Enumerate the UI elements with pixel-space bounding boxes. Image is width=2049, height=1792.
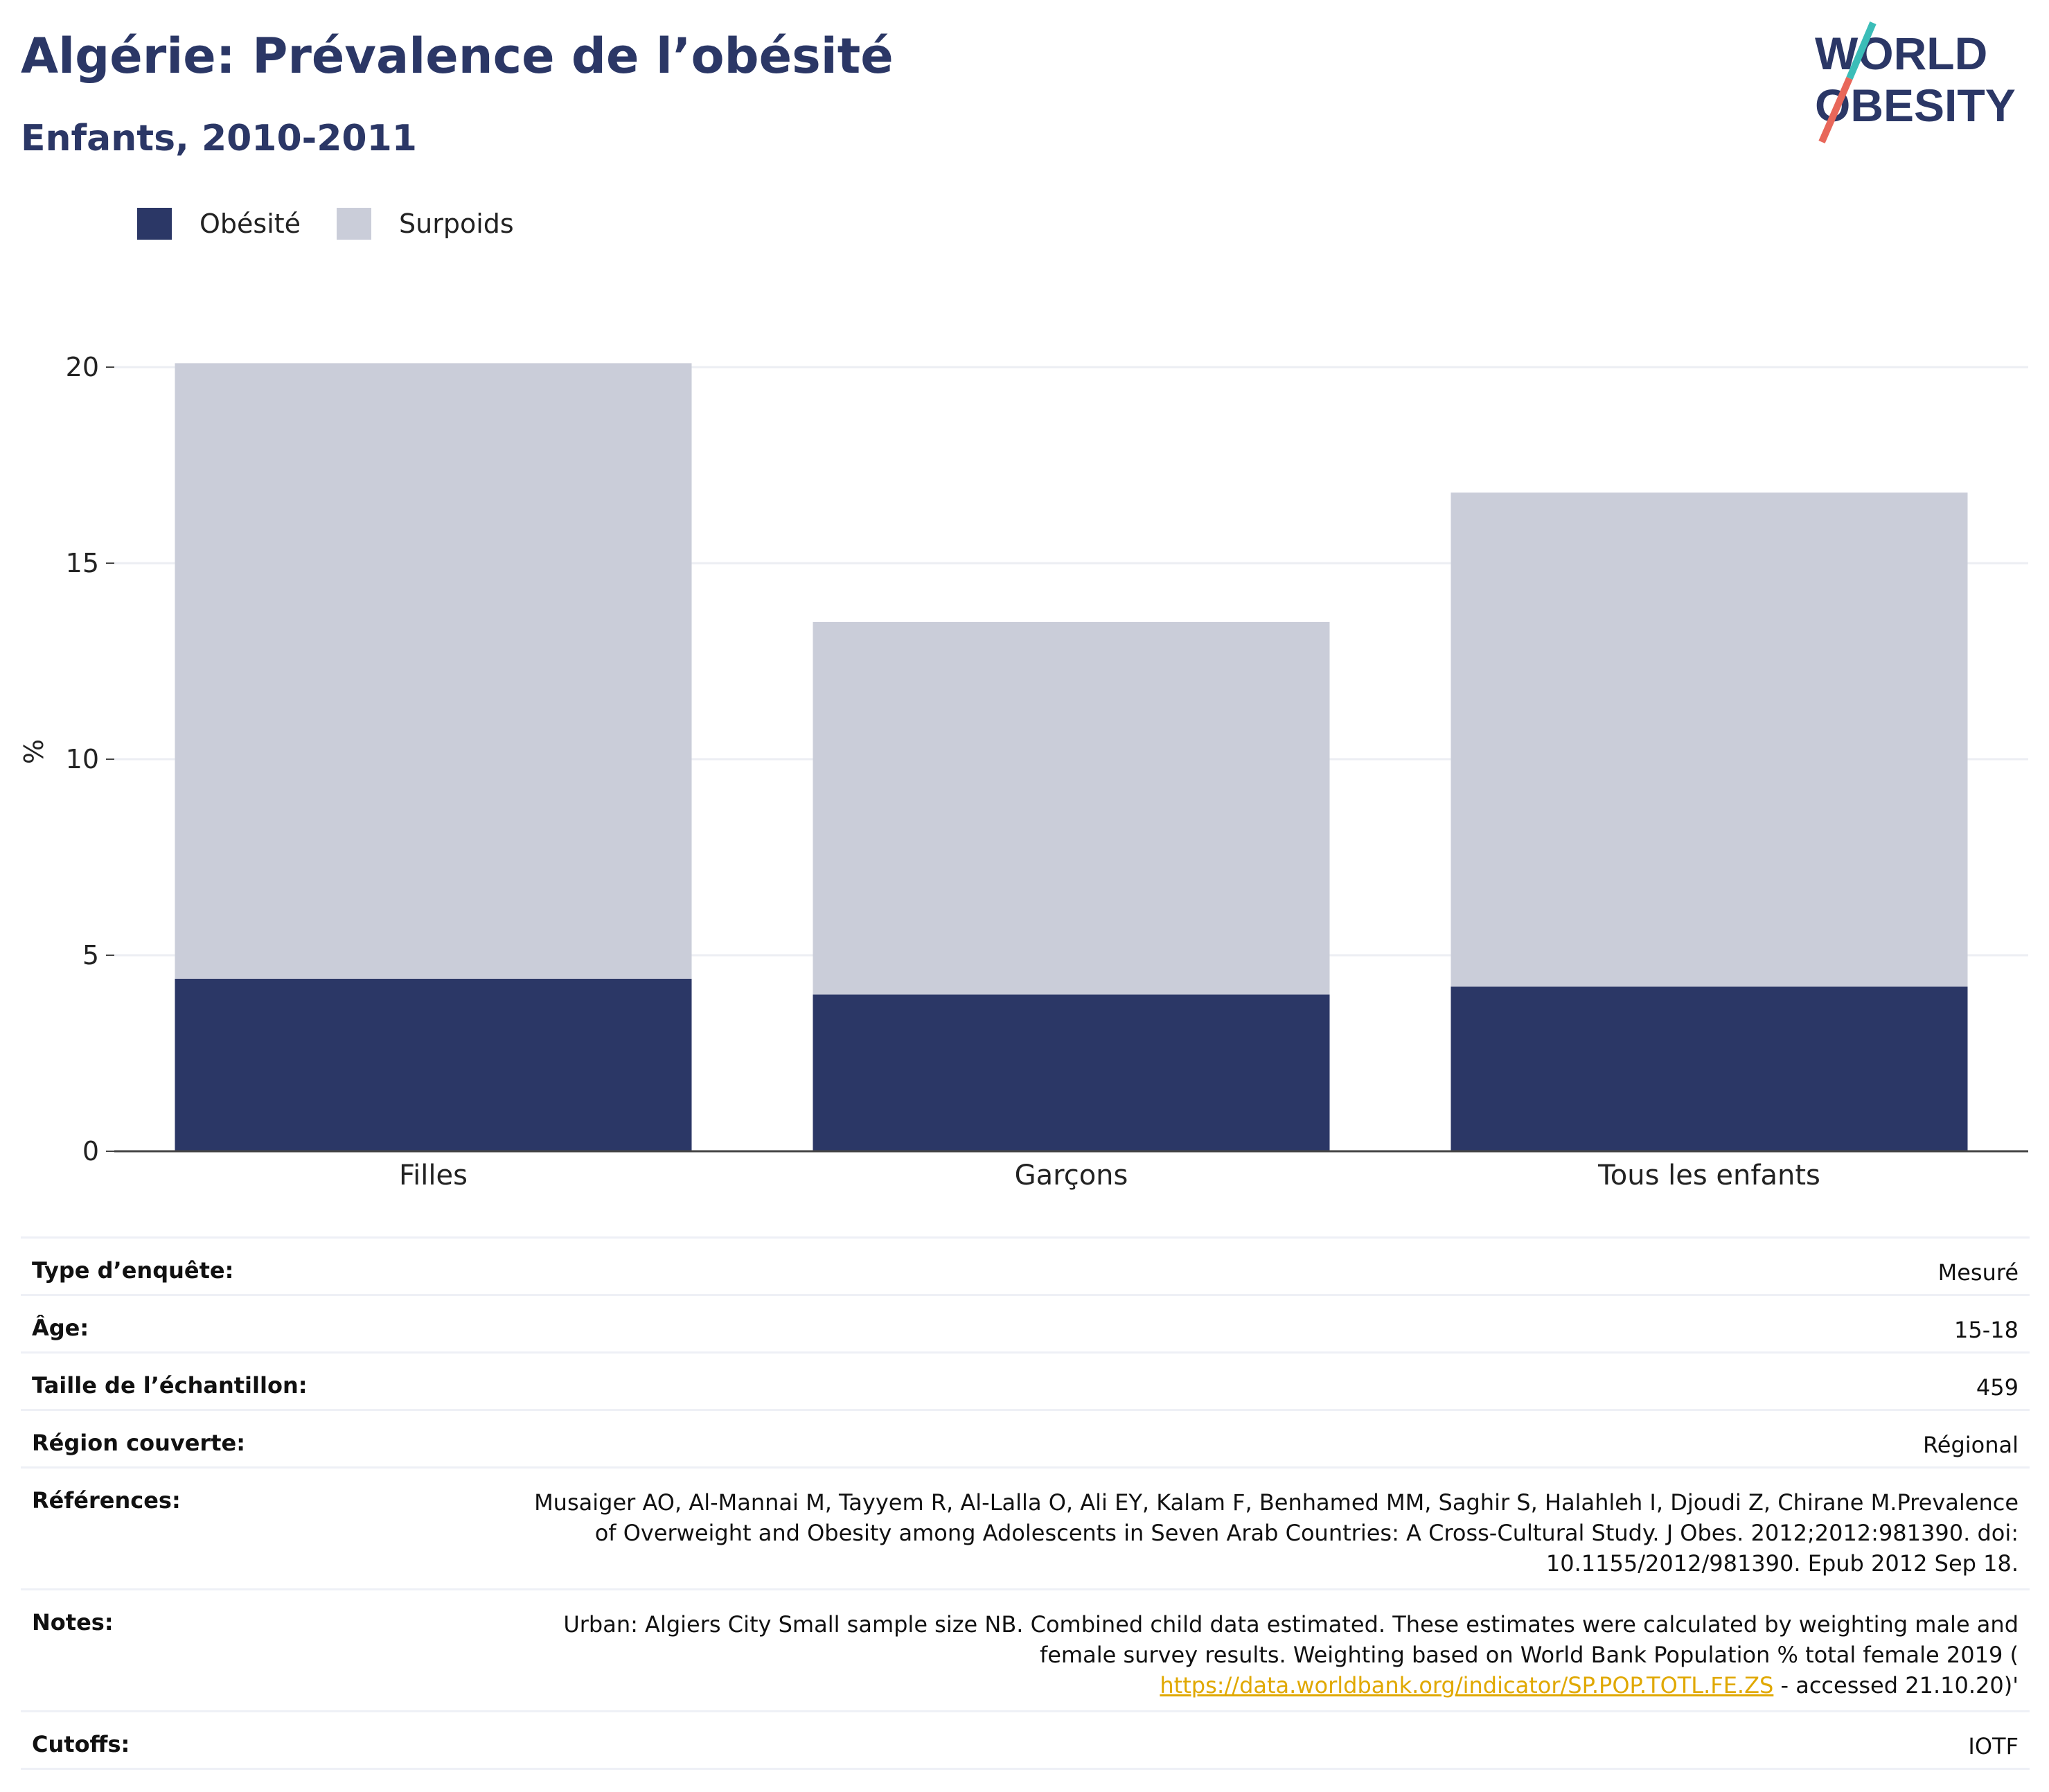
metadata-label: Type d’enquête: xyxy=(32,1257,234,1284)
y-tick-label: 5 xyxy=(82,940,99,970)
logo-word-world: WORLD xyxy=(1815,28,1987,79)
metadata-value: IOTF xyxy=(1968,1731,2019,1762)
bar-ob-sit-3 xyxy=(1451,986,1968,1151)
metadata-label: Taille de l’échantillon: xyxy=(32,1372,308,1399)
metadata-label: Notes: xyxy=(32,1609,114,1635)
chart-title: Algérie: Prévalence de l’obésité xyxy=(21,28,894,85)
bar-surpoids-1 xyxy=(175,363,692,979)
logo-slash-teal xyxy=(1846,21,1877,80)
legend-item-overweight[interactable]: Surpoids xyxy=(337,208,514,240)
metadata-value: Régional xyxy=(1923,1430,2019,1460)
metadata-row: Références: Musaiger AO, Al-Mannai M, Tay… xyxy=(21,1469,2030,1590)
y-axis-label: % xyxy=(19,739,49,764)
metadata-row: Taille de l’échantillon: 459 xyxy=(21,1354,2030,1411)
chart-subtitle: Enfants, 2010-2011 xyxy=(21,118,417,159)
metadata-value: Mesuré xyxy=(1938,1257,2019,1288)
logo-slash-coral xyxy=(1818,77,1853,143)
legend-label-overweight: Surpoids xyxy=(399,209,514,239)
bar-surpoids-3 xyxy=(1451,493,1968,987)
metadata-label: Région couverte: xyxy=(32,1430,245,1456)
metadata-label: Cutoffs: xyxy=(32,1731,130,1757)
metadata-row: Âge: 15-18 xyxy=(21,1296,2030,1354)
legend-item-obesity[interactable]: Obésité xyxy=(137,208,301,240)
metadata-row: Région couverte: Régional xyxy=(21,1411,2030,1469)
bars xyxy=(175,363,1968,1151)
metadata-value-text: Mesuré xyxy=(1937,1259,2019,1286)
chart-legend: Obésité Surpoids xyxy=(137,206,550,241)
metadata-value-text: 459 xyxy=(1976,1374,2019,1401)
metadata-value: Musaiger AO, Al-Mannai M, Tayyem R, Al-L… xyxy=(522,1487,2019,1579)
bar-ob-sit-1 xyxy=(175,978,692,1151)
metadata-row: Notes: Urban: Algiers City Small sample s… xyxy=(21,1590,2030,1712)
x-tick-label: Tous les enfants xyxy=(1597,1160,1820,1191)
y-tick-label: 15 xyxy=(66,548,99,578)
metadata-label: Références: xyxy=(32,1487,181,1514)
metadata-value: 15-18 xyxy=(1954,1315,2019,1345)
legend-swatch-overweight xyxy=(337,208,372,240)
worldbank-source-link[interactable]: https://data.worldbank.org/indicator/SP.… xyxy=(1160,1672,1774,1698)
metadata-label: Âge: xyxy=(32,1315,89,1341)
y-tick-label: 10 xyxy=(66,744,99,774)
y-tick-label: 20 xyxy=(66,352,99,382)
metadata-value-text: Urban: Algiers City Small sample size NB… xyxy=(563,1611,2019,1668)
metadata-value-text: Régional xyxy=(1922,1432,2019,1458)
metadata-value-text: IOTF xyxy=(1968,1733,2019,1759)
metadata-row: Type d’enquête: Mesuré xyxy=(21,1239,2030,1296)
metadata-value-text: 15-18 xyxy=(1954,1317,2019,1343)
x-tick-label: Filles xyxy=(399,1160,468,1191)
bar-ob-sit-2 xyxy=(813,994,1330,1151)
axes: 0 5 10 15 20 Filles Garçons Tous les enfants xyxy=(66,352,2028,1191)
legend-label-obesity: Obésité xyxy=(199,209,301,239)
bar-chart: 0 5 10 15 20 Filles Garçons Tous les enfants % xyxy=(19,352,2028,1191)
legend-swatch-obesity xyxy=(137,208,172,240)
metadata-value: Urban: Algiers City Small sample size NB… xyxy=(522,1609,2019,1701)
survey-metadata-table: Type d’enquête: Mesuré Âge: 15-18 Taille de … xyxy=(21,1236,2030,1770)
metadata-value-text: Musaiger AO, Al-Mannai M, Tayyem R, Al-L… xyxy=(534,1489,2019,1577)
metadata-row: Cutoffs: IOTF xyxy=(21,1712,2030,1770)
x-tick-label: Garçons xyxy=(1015,1160,1128,1191)
metadata-value: 459 xyxy=(1976,1372,2019,1403)
y-tick-label: 0 xyxy=(82,1136,99,1166)
bar-surpoids-2 xyxy=(813,621,1330,995)
metadata-value-suffix: - accessed 21.10.20)' xyxy=(1773,1672,2019,1698)
world-obesity-logo: WORLD OBESITY xyxy=(1815,21,2016,143)
